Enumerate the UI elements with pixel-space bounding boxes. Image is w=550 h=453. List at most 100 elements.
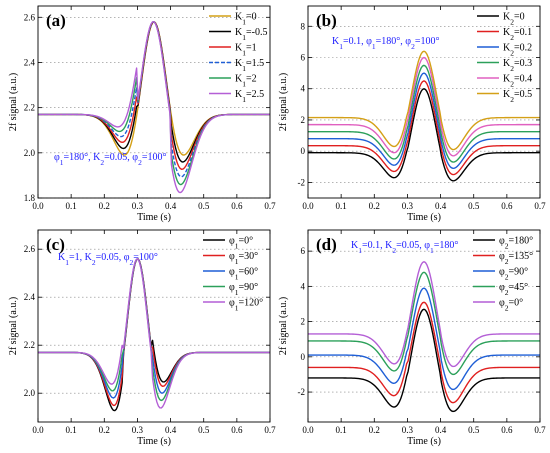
series-line-2	[308, 80, 540, 176]
x-tick-label: 0.0	[32, 201, 44, 211]
x-tick-label: 0.1	[66, 425, 77, 435]
legend-entry-label: K1=1.5	[235, 58, 264, 73]
series-line-4	[308, 271, 540, 376]
series-line-6	[38, 21, 270, 194]
legend-entry-label: φ1=120°	[229, 298, 263, 313]
legend-entry-label: K1=-0.5	[235, 27, 267, 42]
x-tick-label: 0.2	[369, 201, 380, 211]
annotation-text: K1=0.1, K2=0.05, φ1=180°	[351, 240, 458, 255]
y-tick-label: 2.6	[24, 244, 36, 254]
x-tick-label: 0.7	[264, 425, 276, 435]
x-tick-label: 0.0	[302, 425, 314, 435]
y-tick-label: 1.8	[24, 193, 36, 203]
series-line-2	[308, 301, 540, 404]
plot-frame	[37, 5, 271, 199]
plot-frame	[307, 229, 541, 423]
x-tick-label: 0.2	[369, 425, 380, 435]
chart-panel-1: 0.0 0.1 0.2 0.3 0.4 0.5 0.6 0.7 1.8 2.0 2.2 2.4 2.6 T…	[8, 5, 276, 223]
series-line-5	[38, 258, 270, 409]
x-tick-label: 0.7	[264, 201, 276, 211]
x-tick-label: 0.4	[165, 201, 177, 211]
x-tick-label: 0.1	[336, 201, 347, 211]
legend-entry-label: φ2=45°	[499, 282, 528, 297]
series-line-5	[308, 56, 540, 157]
y-tick-label: 6	[301, 246, 306, 256]
y-tick-label: 2.0	[24, 148, 36, 158]
y-tick-label: 0	[301, 352, 306, 362]
y-tick-label: 4	[301, 281, 306, 291]
x-tick-label: 0.1	[336, 425, 347, 435]
x-tick-label: 0.7	[534, 201, 546, 211]
panel-label: (b)	[316, 11, 337, 30]
x-tick-label: 0.7	[534, 425, 546, 435]
x-tick-label: 0.5	[198, 425, 210, 435]
y-axis-label: 2f signal (a.u.)	[8, 73, 19, 131]
x-axis-label: Time (s)	[407, 212, 441, 223]
series-line-6	[308, 50, 540, 151]
panel-label: (c)	[46, 235, 65, 254]
legend-entry-label: K2=0.2	[503, 43, 532, 58]
x-tick-label: 0.5	[468, 201, 480, 211]
x-tick-label: 0.3	[132, 425, 144, 435]
series-line-3	[308, 287, 540, 391]
series-line-1	[308, 88, 540, 182]
x-tick-label: 0.6	[231, 425, 243, 435]
y-tick-label: -2	[298, 387, 306, 397]
chart-panel-3: 0.0 0.1 0.2 0.3 0.4 0.5 0.6 0.7 2.0 2.2 2.4 2.6 Time…	[8, 229, 276, 447]
y-tick-label: 0	[301, 146, 306, 156]
series-line-4	[308, 64, 540, 163]
legend-entry-label: K1=2.5	[235, 89, 264, 104]
annotation-text: K1=1, K2=0.05, φ2=100°	[58, 252, 158, 267]
x-tick-label: 0.0	[32, 425, 44, 435]
y-tick-label: 2.2	[24, 103, 35, 113]
y-tick-label: 2	[301, 115, 306, 125]
y-axis-label: 2f signal (a.u.)	[8, 297, 19, 355]
legend-entry-label: φ2=0°	[499, 298, 523, 313]
annotation-text: φ1=180°, K2=0.05, φ2=100°	[54, 152, 166, 167]
panel-label: (d)	[316, 235, 337, 254]
y-tick-label: 2.6	[24, 12, 36, 22]
x-tick-label: 0.5	[198, 201, 210, 211]
x-tick-label: 0.3	[402, 201, 414, 211]
x-tick-label: 0.4	[435, 201, 447, 211]
series-line-1	[308, 308, 540, 413]
legend-entry-label: φ1=60°	[229, 267, 258, 282]
series-line-3	[308, 72, 540, 170]
x-axis-label: Time (s)	[407, 436, 441, 447]
legend-entry-label: K2=0.3	[503, 58, 532, 73]
legend-entry-label: φ2=90°	[499, 267, 528, 282]
plot-frame	[307, 5, 541, 199]
y-tick-label: 2.4	[24, 292, 36, 302]
legend-entry-label: K2=0.4	[503, 74, 532, 89]
legend-entry-label: K1=2	[235, 74, 257, 89]
legend-entry-label: φ1=30°	[229, 251, 258, 266]
x-tick-label: 0.0	[302, 201, 314, 211]
annotation-text: K1=0.1, φ1=180°, φ2=100°	[332, 36, 439, 51]
x-tick-label: 0.4	[165, 425, 177, 435]
y-tick-label: 8	[301, 21, 306, 31]
x-tick-label: 0.6	[501, 425, 513, 435]
x-tick-label: 0.3	[402, 425, 414, 435]
y-tick-label: 2.4	[24, 57, 36, 67]
y-axis-label: 2f signal (a.u.)	[278, 73, 289, 131]
legend-entry-label: K2=0.1	[503, 27, 532, 42]
x-tick-label: 0.2	[99, 425, 110, 435]
legend-entry-label: φ2=180°	[499, 236, 533, 251]
x-tick-label: 0.1	[66, 201, 77, 211]
legend-entry-label: φ1=90°	[229, 282, 258, 297]
x-axis-label: Time (s)	[137, 212, 171, 223]
y-tick-label: -2	[298, 177, 306, 187]
panel-label: (a)	[46, 11, 66, 30]
y-tick-label: 4	[301, 84, 306, 94]
x-tick-label: 0.3	[132, 201, 144, 211]
legend-entry-label: K2=0.5	[503, 89, 532, 104]
chart-panel-4: 0.0 0.1 0.2 0.3 0.4 0.5 0.6 0.7 -2 0 2 4 6 Time (s) 2f…	[278, 229, 546, 447]
x-tick-label: 0.2	[99, 201, 110, 211]
x-tick-label: 0.4	[435, 425, 447, 435]
x-tick-label: 0.6	[231, 201, 243, 211]
legend-entry-label: φ2=135°	[499, 251, 533, 266]
x-tick-label: 0.5	[468, 425, 480, 435]
x-tick-label: 0.6	[501, 201, 513, 211]
plot-frame	[37, 229, 271, 423]
